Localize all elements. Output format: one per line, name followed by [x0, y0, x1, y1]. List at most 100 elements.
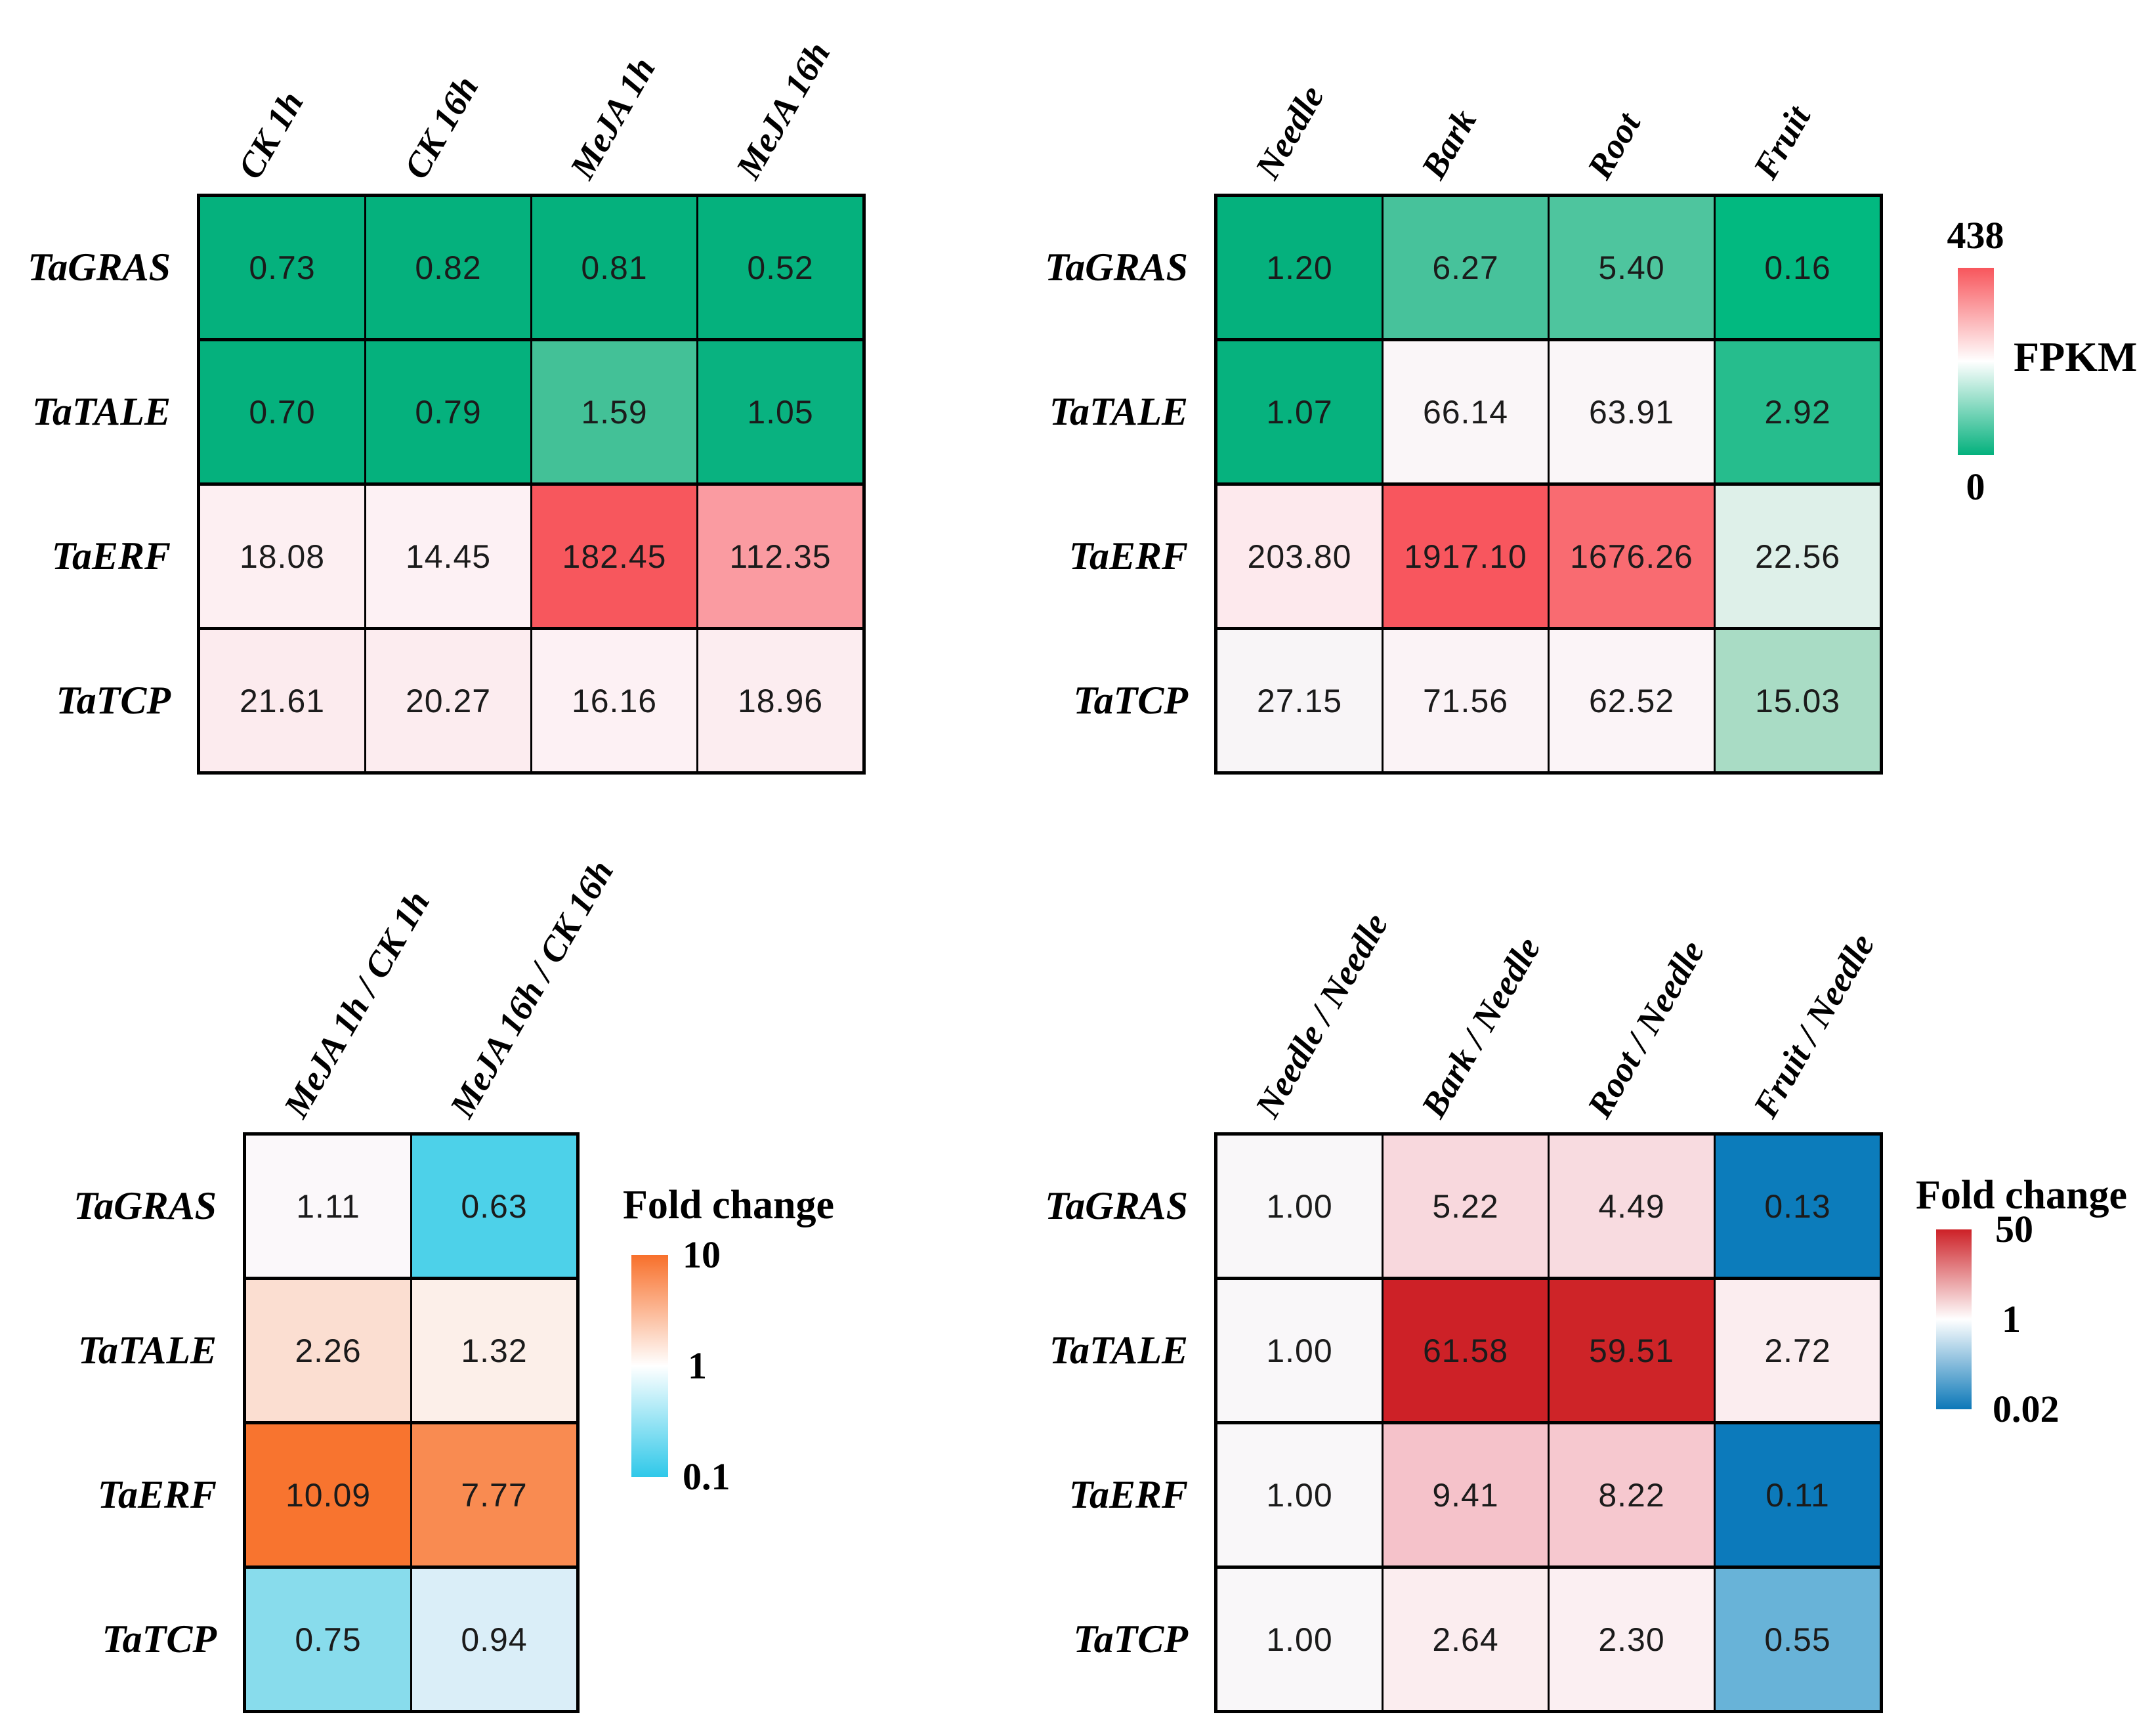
- heatmap-cell: 1.00: [1217, 1280, 1382, 1421]
- heatmap-cell: 0.70: [200, 341, 364, 482]
- fold-change-legend-title: Fold change: [1915, 1173, 2128, 1218]
- column-header: MeJA 16h / CK 16h: [442, 853, 622, 1124]
- heatmap-cell: 15.03: [1716, 630, 1880, 771]
- fold-change-legend-treatment: Fold change 10 1 0.1: [617, 1178, 879, 1546]
- heatmap-cell: 0.73: [200, 197, 364, 338]
- panel-treatment-fold-change: MeJA 1h / CK 1h MeJA 16h / CK 16h TaGRAS T…: [59, 834, 622, 1713]
- heatmap-cell: 0.94: [412, 1569, 576, 1710]
- row-label-gene: TaGRAS: [1045, 245, 1188, 289]
- fold-legend-mid-label: 1: [2002, 1298, 2021, 1340]
- fold-change-colorbar: [1936, 1229, 1972, 1409]
- heatmap-cell: 112.35: [698, 486, 862, 627]
- heatmap-cell: 1.00: [1217, 1136, 1382, 1277]
- heatmap-cell: 182.45: [532, 486, 696, 627]
- heatmap-cell: 0.79: [366, 341, 530, 482]
- heatmap-cell: 1917.10: [1384, 486, 1548, 627]
- fold-legend-mid-label: 1: [688, 1344, 707, 1387]
- column-header: Fruit: [1745, 99, 1819, 186]
- row-label-gene: TaERF: [51, 534, 171, 578]
- heatmap-cell: 1.00: [1217, 1424, 1382, 1565]
- column-header: Fruit / Needle: [1745, 927, 1882, 1124]
- fold-legend-max-label: 10: [683, 1233, 721, 1276]
- column-headers: CK 1h CK 16h MeJA 1h MeJA 16h: [13, 0, 866, 194]
- column-headers: Needle / Needle Bark / Needle Root / Needl…: [1030, 834, 1883, 1132]
- heatmap-cell: 1.11: [246, 1136, 410, 1277]
- heatmap-cell: 21.61: [200, 630, 364, 771]
- row-label-gene: TaGRAS: [28, 245, 171, 289]
- column-header: CK 1h: [230, 85, 311, 186]
- row-label-gene: TaTALE: [1049, 1329, 1188, 1372]
- column-headers: Needle Bark Root Fruit: [1030, 0, 1883, 194]
- row-label-gene: TaTCP: [102, 1617, 217, 1661]
- heatmap-cell: 18.08: [200, 486, 364, 627]
- heatmap-cell: 1.07: [1217, 341, 1382, 482]
- column-header: Root / Needle: [1579, 933, 1712, 1124]
- panel-treatment-fpkm: CK 1h CK 16h MeJA 1h MeJA 16h TaGRAS TaTALE T…: [13, 0, 866, 775]
- row-label-gene: TaTCP: [1073, 1617, 1188, 1661]
- heatmap-cell: 0.11: [1716, 1424, 1880, 1565]
- row-labels: TaGRAS TaTALE TaERF TaTCP: [1030, 1132, 1214, 1713]
- heatmap-cell: 1676.26: [1550, 486, 1714, 627]
- panel-tissue-fold-change: Needle / Needle Bark / Needle Root / Needl…: [1030, 834, 1883, 1713]
- column-header: Needle: [1247, 79, 1332, 186]
- column-header: MeJA 1h: [562, 51, 663, 186]
- column-header: Bark: [1413, 102, 1485, 186]
- heatmap-cell: 0.13: [1716, 1136, 1880, 1277]
- row-label-gene: TaTALE: [77, 1329, 217, 1372]
- heatmap-cell: 203.80: [1217, 486, 1382, 627]
- row-label-gene: TaTCP: [1073, 679, 1188, 722]
- heatmap-cell: 22.56: [1716, 486, 1880, 627]
- heatmap-grid: 1.20 6.27 5.40 0.16 1.07 66.14 63.91 2.92 203.80…: [1214, 194, 1883, 775]
- heatmap-cell: 1.00: [1217, 1569, 1382, 1710]
- heatmap-cell: 2.72: [1716, 1280, 1880, 1421]
- column-headers: MeJA 1h / CK 1h MeJA 16h / CK 16h: [59, 834, 622, 1132]
- row-label-gene: TaGRAS: [74, 1184, 217, 1227]
- row-label-gene: TaTALE: [1049, 390, 1188, 433]
- heatmap-cell: 0.16: [1716, 197, 1880, 338]
- fold-legend-max-label: 50: [1995, 1208, 2033, 1250]
- heatmap-cell: 9.41: [1384, 1424, 1548, 1565]
- heatmap-cell: 0.81: [532, 197, 696, 338]
- heatmap-cell: 10.09: [246, 1424, 410, 1565]
- heatmap-cell: 0.63: [412, 1136, 576, 1277]
- fpkm-legend-max-label: 438: [1947, 214, 2004, 257]
- fold-legend-min-label: 0.02: [1993, 1388, 2060, 1430]
- column-header: Needle / Needle: [1247, 906, 1396, 1124]
- heatmap-cell: 1.05: [698, 341, 862, 482]
- row-label-gene: TaERF: [1068, 534, 1188, 578]
- fpkm-legend-title: FPKM: [2014, 333, 2138, 380]
- heatmap-cell: 1.32: [412, 1280, 576, 1421]
- heatmap-cell: 2.30: [1550, 1569, 1714, 1710]
- heatmap-cell: 71.56: [1384, 630, 1548, 771]
- heatmap-cell: 59.51: [1550, 1280, 1714, 1421]
- heatmap-cell: 8.22: [1550, 1424, 1714, 1565]
- heatmap-cell: 2.26: [246, 1280, 410, 1421]
- heatmap-cell: 7.77: [412, 1424, 576, 1565]
- heatmap-cell: 5.22: [1384, 1136, 1548, 1277]
- column-header: CK 16h: [396, 69, 486, 186]
- heatmap-cell: 0.82: [366, 197, 530, 338]
- heatmap-cell: 4.49: [1550, 1136, 1714, 1277]
- heatmap-cell: 5.40: [1550, 197, 1714, 338]
- fold-change-legend-title: Fold change: [622, 1183, 835, 1227]
- heatmap-cell: 18.96: [698, 630, 862, 771]
- fold-legend-min-label: 0.1: [683, 1455, 730, 1498]
- column-header: Root: [1579, 106, 1649, 186]
- heatmap-cell: 2.64: [1384, 1569, 1548, 1710]
- row-label-gene: TaTCP: [56, 679, 171, 722]
- heatmap-cell: 16.16: [532, 630, 696, 771]
- heatmap-cell: 20.27: [366, 630, 530, 771]
- column-header: MeJA 1h / CK 1h: [276, 884, 438, 1124]
- column-header: MeJA 16h: [728, 35, 838, 186]
- row-label-gene: TaTALE: [32, 390, 171, 433]
- heatmap-cell: 27.15: [1217, 630, 1382, 771]
- row-label-gene: TaGRAS: [1045, 1184, 1188, 1227]
- row-labels: TaGRAS TaTALE TaERF TaTCP: [13, 194, 197, 775]
- heatmap-cell: 63.91: [1550, 341, 1714, 482]
- heatmap-grid: 0.73 0.82 0.81 0.52 0.70 0.79 1.59 1.05 18.08 14.…: [197, 194, 866, 775]
- fold-change-legend-tissue: Fold change 50 1 0.02: [1903, 1168, 2156, 1536]
- column-header: Bark / Needle: [1413, 930, 1548, 1124]
- fold-change-colorbar: [631, 1255, 668, 1477]
- heatmap-cell: 0.75: [246, 1569, 410, 1710]
- fpkm-colorbar: [1958, 268, 1994, 455]
